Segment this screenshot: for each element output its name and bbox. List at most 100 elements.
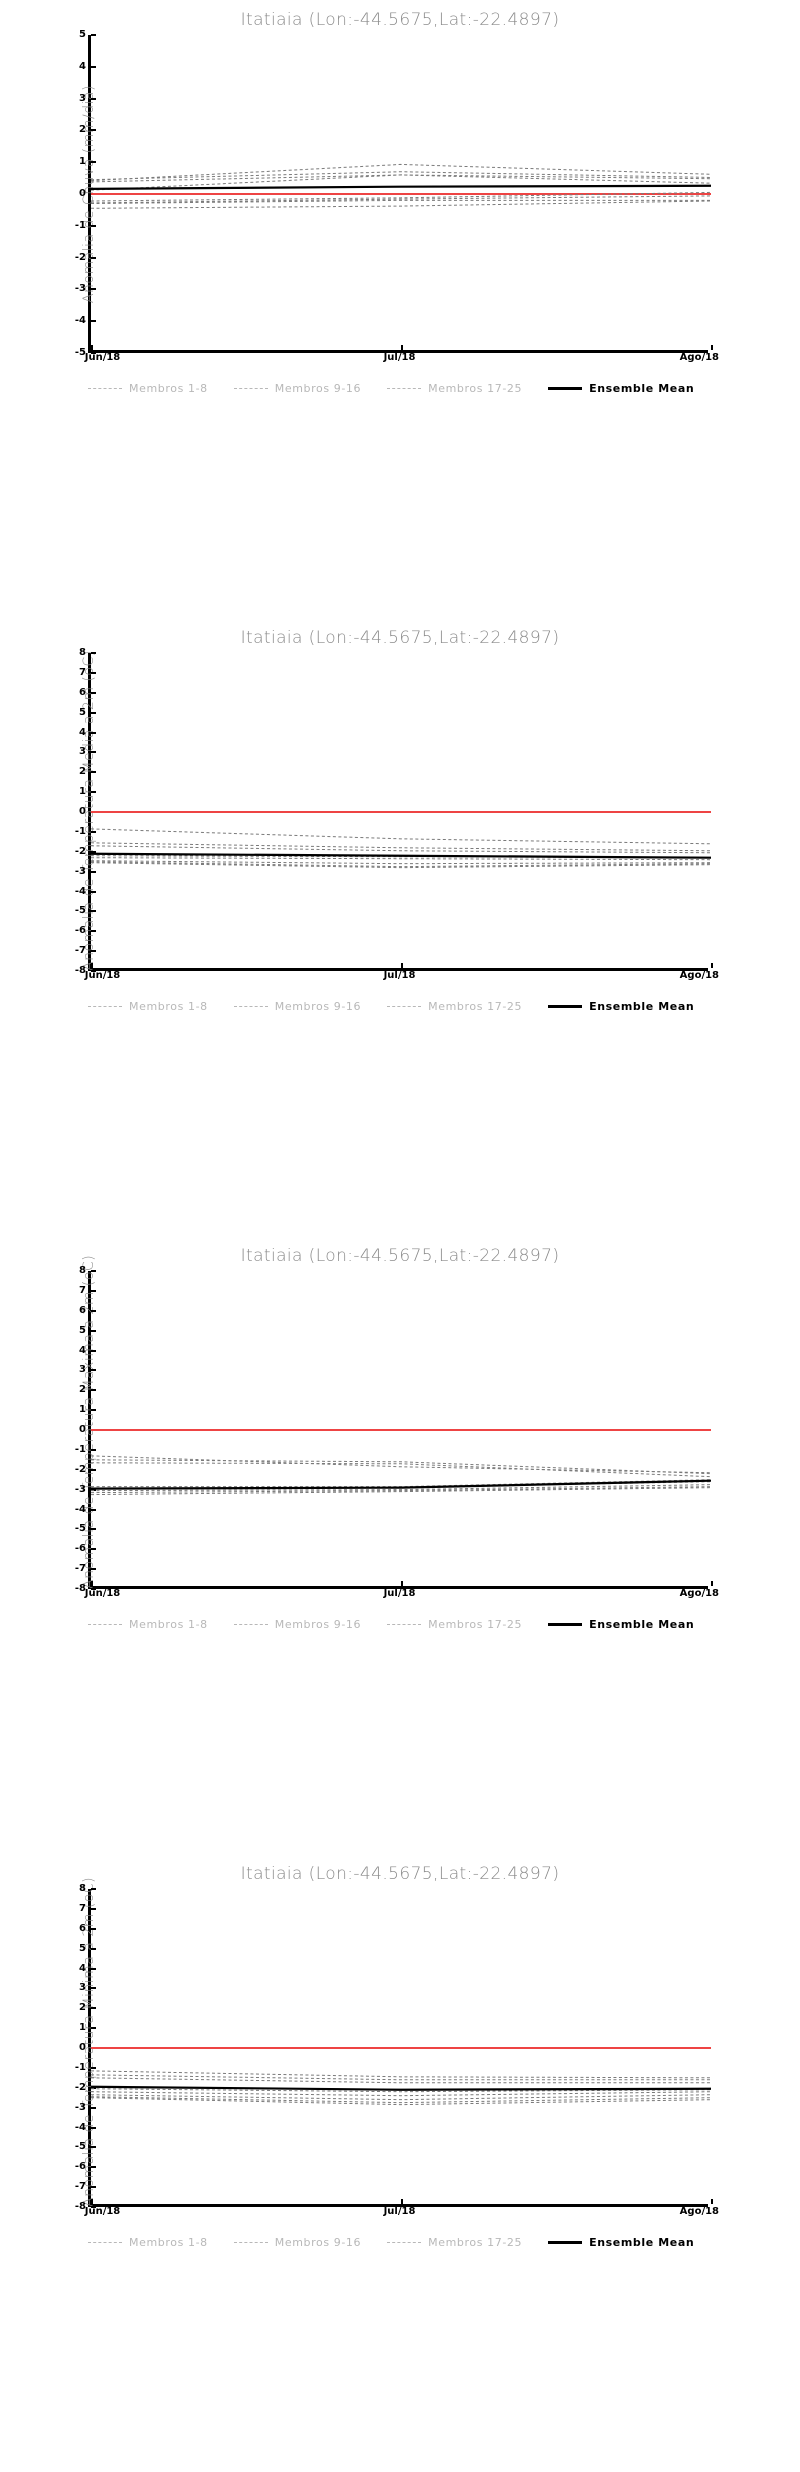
dashed-line-icon	[233, 388, 268, 389]
y-tick-mark	[91, 1409, 96, 1412]
y-tick-mark	[91, 2126, 96, 2129]
plot-area: Anomalia de Temperatura Minima a 2m (oC)…	[75, 1877, 719, 2217]
y-tick-label: 0	[79, 806, 86, 817]
legend-label: Membros 17-25	[428, 1618, 523, 1631]
series-member	[91, 2094, 711, 2101]
y-tick-label: -3	[74, 865, 86, 877]
y-tick-label: 3	[79, 1364, 86, 1376]
series-member	[91, 1487, 711, 1496]
panel-title: Itatiaia (Lon:-44.5675,Lat:-22.4897)	[240, 628, 560, 648]
legend-item: Membros 9-16	[233, 1618, 361, 1631]
series-ensemble-mean	[91, 1479, 711, 1490]
y-tick-mark	[91, 1528, 96, 1531]
series-member	[91, 199, 711, 205]
chart-legend: Membros 1-8 Membros 9-16 Membros 17-25 Ense…	[88, 1000, 788, 1013]
panel-title: Itatiaia (Lon:-44.5675,Lat:-22.4897)	[240, 10, 560, 30]
y-tick-mark	[91, 970, 96, 972]
y-tick-mark	[91, 1967, 96, 1970]
y-tick-label: 1	[79, 786, 86, 798]
x-tick-mark	[91, 345, 93, 350]
y-tick-label: -8	[74, 2201, 86, 2212]
x-tick-mark	[711, 2199, 713, 2204]
y-tick-mark	[91, 2166, 96, 2169]
series-member	[91, 860, 711, 865]
y-tick-mark	[91, 1349, 96, 1352]
y-tick-label: -7	[74, 1563, 86, 1575]
dashed-line-icon	[387, 388, 422, 389]
y-tick-mark	[91, 2186, 96, 2189]
legend-label: Ensemble Mean	[589, 2236, 695, 2249]
y-tick-mark	[91, 890, 96, 893]
y-tick-mark	[91, 1468, 96, 1471]
legend-item: Membros 17-25	[387, 1618, 522, 1631]
y-tick-label: -3	[74, 2101, 86, 2113]
legend-item: Membros 1-8	[88, 2236, 208, 2249]
series-member	[91, 842, 711, 852]
y-tick-label: -3	[74, 283, 86, 295]
y-tick-label: 6	[79, 1304, 86, 1316]
y-tick-mark	[91, 256, 96, 259]
y-tick-mark	[91, 671, 96, 674]
y-tick-label: 7	[79, 1902, 86, 1914]
chart-panel-precipitation: Itatiaia (Lon:-44.5675,Lat:-22.4897) Anom…	[0, 0, 800, 618]
y-tick-label: -4	[74, 315, 86, 327]
legend-label: Membros 17-25	[428, 382, 523, 395]
y-tick-label: 5	[79, 29, 86, 40]
series-member	[91, 174, 711, 183]
x-tick-label: Jun/18	[84, 352, 121, 363]
legend-label: Membros 1-8	[129, 382, 208, 395]
y-tick-label: -7	[74, 2181, 86, 2193]
y-tick-mark	[91, 691, 96, 694]
x-tick-mark	[711, 1581, 713, 1586]
chart-panel-temperature-max: Itatiaia (Lon:-44.5675,Lat:-22.4897) Anom…	[0, 1236, 800, 1854]
y-tick-mark	[91, 224, 96, 227]
y-tick-label: 8	[79, 1265, 86, 1276]
legend-label: Ensemble Mean	[589, 382, 695, 395]
series-member	[91, 857, 711, 861]
y-tick-label: 3	[79, 92, 86, 104]
plot-area: Anomalia de Temperatura Maxima a 2m (oC)…	[75, 1255, 719, 1599]
y-tick-mark	[91, 1289, 96, 1292]
y-tick-mark	[91, 1947, 96, 1950]
y-tick-label: 2	[79, 1384, 86, 1396]
y-tick-mark	[91, 2106, 96, 2109]
y-tick-label: 2	[79, 766, 86, 778]
x-tick-mark	[401, 345, 403, 350]
y-tick-label: 5	[79, 1942, 86, 1954]
x-tick-label: Jul/18	[383, 970, 416, 981]
y-tick-label: 8	[79, 647, 86, 658]
y-tick-label: -1	[74, 825, 86, 837]
series-member	[91, 200, 711, 209]
legend-item: Membros 9-16	[233, 382, 361, 395]
y-tick-mark	[91, 830, 96, 833]
series-member	[91, 828, 711, 845]
y-tick-mark	[91, 1369, 96, 1372]
series-member	[91, 191, 711, 202]
legend-item: Ensemble Mean	[548, 1000, 694, 1013]
y-tick-mark	[91, 771, 96, 774]
dashed-line-icon	[233, 1624, 268, 1625]
series-ensemble-mean	[91, 184, 711, 191]
y-tick-label: 6	[79, 1922, 86, 1934]
y-tick-label: -6	[74, 925, 86, 937]
y-tick-label: 4	[79, 1962, 86, 1974]
y-tick-label: 0	[79, 2042, 86, 2053]
legend-item: Membros 1-8	[88, 1618, 208, 1631]
y-tick-mark	[91, 1448, 96, 1451]
y-tick-label: 2	[79, 124, 86, 136]
series-canvas	[91, 811, 711, 869]
y-tick-label: 1	[79, 1404, 86, 1416]
y-tick-label: -2	[74, 1463, 86, 1475]
legend-label: Ensemble Mean	[589, 1000, 695, 1013]
x-tick-mark	[711, 963, 713, 968]
y-tick-mark	[91, 2066, 96, 2069]
y-tick-label: -4	[74, 2121, 86, 2133]
y-tick-label: -6	[74, 2161, 86, 2173]
x-tick-mark	[401, 963, 403, 968]
dashed-line-icon	[88, 1006, 122, 1007]
series-member	[91, 862, 711, 869]
legend-item: Membros 1-8	[88, 1000, 208, 1013]
y-tick-mark	[91, 1508, 96, 1511]
legend-item: Ensemble Mean	[548, 1618, 694, 1631]
y-tick-mark	[91, 2206, 96, 2208]
